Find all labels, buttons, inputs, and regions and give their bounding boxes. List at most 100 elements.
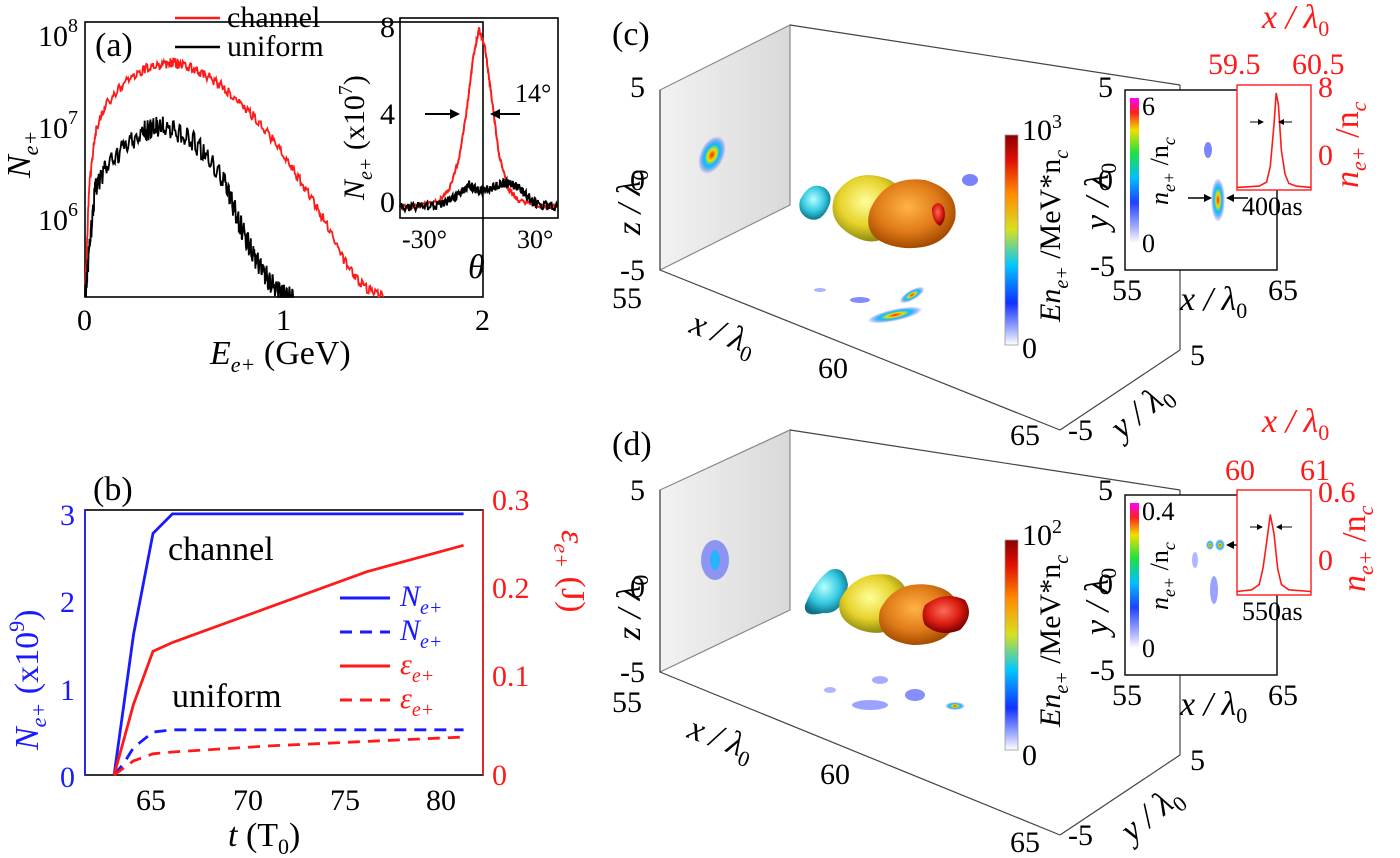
c-cbar-label: Ene+ /MeV*nc xyxy=(1034,150,1073,323)
c-xtick-60: 60 xyxy=(818,352,848,385)
d-ztick-neg5: -5 xyxy=(620,656,645,689)
panel-a-ylabel: Ne+ xyxy=(1,131,43,179)
series-line-0 xyxy=(1236,514,1312,593)
c-slice-xlabel: x / λ0 xyxy=(1179,281,1247,323)
inset-xlabel: θ xyxy=(468,249,485,286)
c-slice-cbar-label: ne+ /nc xyxy=(1145,137,1179,205)
c-ytick-5: 5 xyxy=(1190,339,1205,372)
panel-c: (c) 5 0 -5 z / λ0 xyxy=(611,0,1371,452)
panel-b-legend: Ne+ Ne+ εe+ εe+ xyxy=(340,580,442,721)
fwhm-arrows xyxy=(425,109,520,119)
series-line-3 xyxy=(113,735,464,777)
ytick-left-0: 0 xyxy=(60,761,75,794)
d-slice-xtick-55: 55 xyxy=(1112,679,1142,712)
inset-ytick-4: 4 xyxy=(380,98,395,131)
d-pulse-ytick-0.6: 0.6 xyxy=(1318,476,1356,509)
inset-ytick-8: 8 xyxy=(380,11,395,44)
d-density-colorbar xyxy=(1130,503,1139,648)
panel-d-tag: (d) xyxy=(612,426,652,463)
c-ylabel: y / λ0 xyxy=(1101,375,1182,452)
panel-b-uniform-text: uniform xyxy=(172,678,282,715)
ytick-1e7: 107 xyxy=(38,107,78,145)
panel-b-xlabel: t (T0) xyxy=(228,817,300,858)
c-cbar-bottom: 0 xyxy=(1022,332,1037,365)
d-ztick-0: 0 xyxy=(630,571,645,604)
c-xtick-55: 55 xyxy=(612,282,642,315)
panel-a-frame xyxy=(84,21,484,298)
series-line-0 xyxy=(399,27,559,212)
c-zlabel: z / λ0 xyxy=(611,170,653,236)
c-slice-ytick-neg5: -5 xyxy=(1090,250,1115,283)
d-slice-ytick-5: 5 xyxy=(1098,474,1113,507)
c-slice-cbar-top: 6 xyxy=(1142,92,1155,121)
series-line-1 xyxy=(399,175,559,214)
panel-b-xticks: 65 70 75 80 xyxy=(136,784,456,817)
c-xtick-65: 65 xyxy=(1010,419,1040,452)
d-cbar-bottom: 0 xyxy=(1022,739,1037,772)
inset-ytick-0: 0 xyxy=(380,186,395,219)
inset-plot-area xyxy=(399,27,559,214)
panel-c-tag: (c) xyxy=(612,16,650,53)
panel-b-left-ticks: 3 2 1 0 xyxy=(60,499,75,794)
c-energy-colorbar xyxy=(1004,134,1019,346)
d-slice-cbar-bottom: 0 xyxy=(1142,634,1155,663)
ytick-1e6: 106 xyxy=(38,199,78,237)
d-ytick-neg5: -5 xyxy=(1068,819,1093,852)
series-line-1 xyxy=(84,116,294,298)
xtick-1: 1 xyxy=(276,304,291,337)
xtick-70: 70 xyxy=(233,784,263,817)
ytick-left-3: 3 xyxy=(60,499,75,532)
d-pulse-ytick-0: 0 xyxy=(1318,544,1333,577)
panel-a-xlabel: Ee+ (GeV) xyxy=(209,335,351,377)
c-density-colorbar xyxy=(1130,98,1139,243)
d-zlabel: z / λ0 xyxy=(611,575,653,641)
c-slice-ytick-0: 0 xyxy=(1098,164,1113,197)
xtick-0: 0 xyxy=(77,304,92,337)
xtick-75: 75 xyxy=(330,784,360,817)
c-ztick-neg5: -5 xyxy=(620,254,645,287)
c-pulse-ytick-0: 0 xyxy=(1318,139,1333,172)
panel-a-yticks: 108 107 106 xyxy=(38,15,78,237)
c-ytick-neg5: -5 xyxy=(1068,414,1093,447)
c-pulse-xtick-1: 60.5 xyxy=(1292,48,1345,81)
c-pulse-ylabel: ne+ /nc xyxy=(1329,101,1371,188)
panel-b-ylabel-left: Ne+ (x109) xyxy=(4,610,51,751)
c-ztick-5: 5 xyxy=(630,71,645,104)
c-wall-projection xyxy=(698,136,726,174)
d-slice-xlabel: x / λ0 xyxy=(1179,686,1247,728)
c-pulse-ytick-8: 8 xyxy=(1318,71,1333,104)
c-slice-ytick-5: 5 xyxy=(1098,71,1113,104)
ytick-right-0.1: 0.1 xyxy=(492,660,530,693)
panel-b-right-ticks: 0.3 0.2 0.1 0 xyxy=(492,484,530,792)
d-xtick-60: 60 xyxy=(820,758,850,791)
d-slice-xtick-65: 65 xyxy=(1268,679,1298,712)
panel-a-tag: (a) xyxy=(95,27,133,64)
d-isosurface xyxy=(804,569,969,645)
panel-b-ylabel-right: εe+ (J) xyxy=(549,530,591,612)
ytick-left-2: 2 xyxy=(60,586,75,619)
d-floor-projection xyxy=(824,676,965,710)
c-slice-ylabel: y / λ0 xyxy=(1079,163,1121,233)
d-xtick-55: 55 xyxy=(612,686,642,719)
series-line-1 xyxy=(113,728,464,776)
c-ztick-0: 0 xyxy=(630,164,645,197)
fwhm-annotation: 14° xyxy=(515,79,551,108)
d-pulse-plot-area xyxy=(1236,514,1312,593)
d-cbar-top: 102 xyxy=(1022,516,1062,552)
d-slice-ytick-0: 0 xyxy=(1098,568,1113,601)
c-pulse-plot-area xyxy=(1236,92,1312,189)
xtick-2: 2 xyxy=(475,304,490,337)
d-wall-projection xyxy=(701,540,729,580)
c-isosurface xyxy=(799,174,978,249)
c-pulse-xtick-0: 59.5 xyxy=(1208,48,1261,81)
d-xlabel: x / λ0 xyxy=(681,709,760,772)
series-line-0 xyxy=(1236,92,1312,189)
c-slice-xtick-55: 55 xyxy=(1112,274,1142,307)
d-cbar-label: Ene+ /MeV*nc xyxy=(1034,555,1073,728)
legend-e-channel: εe+ xyxy=(400,648,434,687)
d-xtick-65: 65 xyxy=(1010,826,1040,858)
series-line-0 xyxy=(84,57,385,299)
d-slice-ylabel: y / λ0 xyxy=(1079,568,1121,638)
panel-d-box xyxy=(659,429,1181,836)
